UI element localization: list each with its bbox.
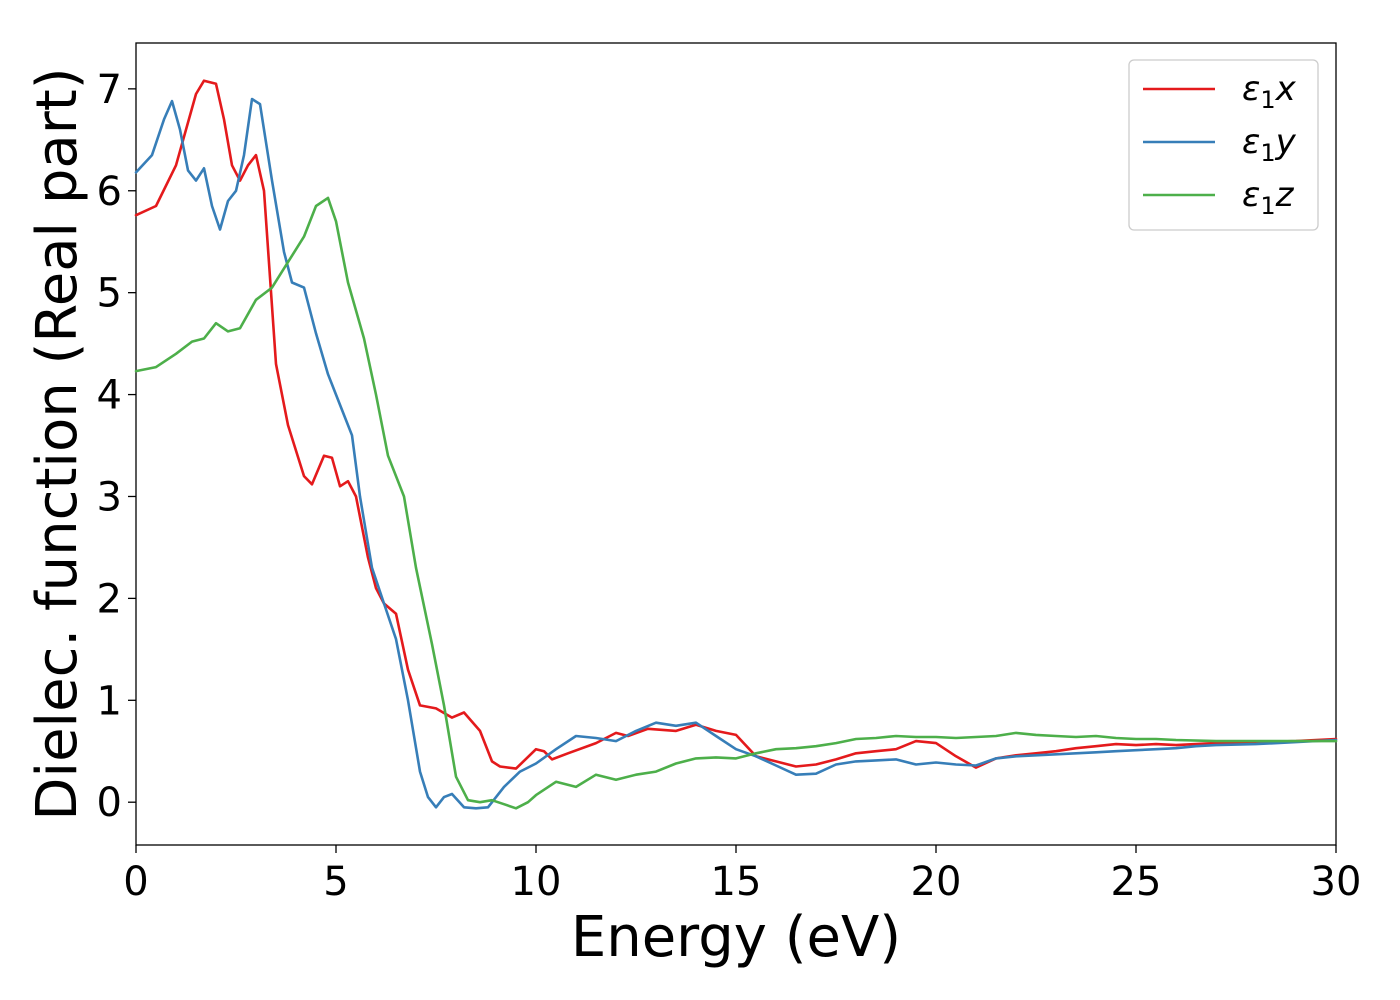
legend-label-z: ε1z (1242, 175, 1295, 220)
y-tick-label: 1 (97, 678, 122, 724)
series-line-z (134, 196, 1338, 810)
series-layer (134, 79, 1338, 810)
y-axis-label: Dielec. function (Real part) (25, 67, 90, 820)
legend-box (1128, 59, 1319, 231)
y-tick-label: 0 (97, 780, 122, 826)
legend-entries: ε1x ε1y ε1z (1143, 69, 1297, 220)
x-tick-label: 15 (711, 859, 762, 905)
y-tick-label: 4 (97, 373, 122, 419)
series-line-y (134, 97, 1338, 810)
x-tick-label: 5 (323, 859, 348, 905)
x-tick-label: 20 (911, 859, 962, 905)
ticks-layer: 0 5 10 15 20 25 30 0 1 2 3 4 5 6 7 (97, 67, 1362, 905)
x-tick-label: 10 (511, 859, 562, 905)
series-line-x (134, 79, 1338, 770)
legend-label-y: ε1y (1242, 122, 1297, 167)
y-tick-label: 2 (97, 576, 122, 622)
x-tick-label: 25 (1111, 859, 1162, 905)
x-tick-label: 0 (123, 859, 148, 905)
y-tick-label: 3 (97, 474, 122, 520)
y-tick-label: 6 (97, 169, 122, 215)
x-axis-label: Energy (eV) (571, 905, 901, 970)
x-tick-label: 30 (1311, 859, 1362, 905)
y-tick-label: 5 (97, 271, 122, 317)
y-tick-label: 7 (97, 67, 122, 113)
legend-label-x: ε1x (1242, 69, 1297, 114)
legend: ε1x ε1y ε1z (1128, 59, 1319, 231)
